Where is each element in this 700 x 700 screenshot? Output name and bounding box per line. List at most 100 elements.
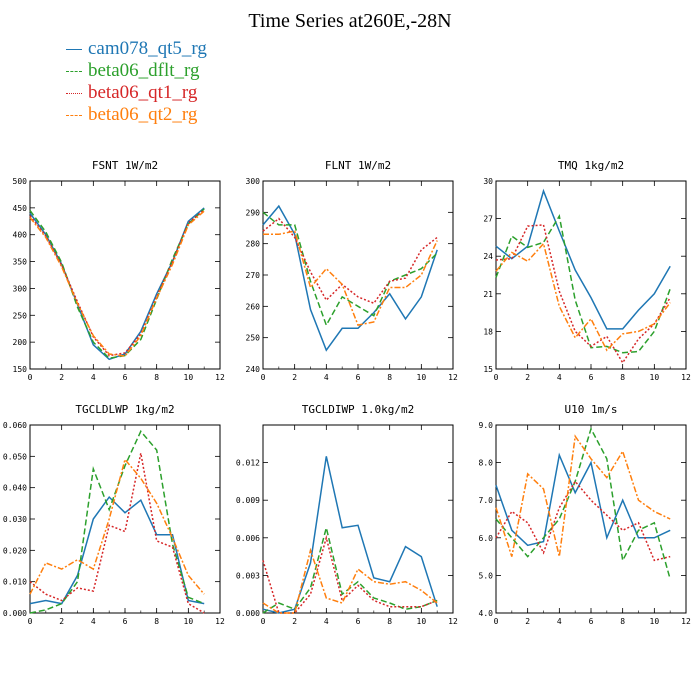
x-tick-label: 0 (261, 617, 266, 626)
x-tick-label: 6 (123, 617, 128, 626)
y-tick-label: 300 (13, 284, 28, 293)
series-line (262, 527, 438, 614)
chart-title: TGCLDIWP 1.0kg/m2 (302, 403, 415, 416)
x-tick-label: 10 (184, 373, 194, 382)
page-title: Time Series at260E,-28N (248, 10, 452, 32)
series-line (263, 230, 438, 326)
legend-label: beta06_qt2_rg (88, 104, 198, 125)
x-tick-label: 6 (356, 617, 361, 626)
x-tick-label: 8 (387, 373, 392, 382)
x-tick-label: 12 (448, 617, 458, 626)
x-tick-label: 12 (681, 373, 691, 382)
y-tick-label: 0.012 (236, 459, 260, 468)
x-tick-label: 8 (154, 617, 159, 626)
y-tick-label: 4.0 (479, 609, 494, 618)
y-tick-label: 27 (483, 215, 493, 224)
y-tick-label: 150 (13, 365, 28, 374)
chart-panel: U10 1m/s 0 2 4 6 8 10 12 4.0 5.0 6.0 7.0 8.0 9.0 (479, 403, 691, 626)
x-tick-label: 6 (123, 373, 128, 382)
plot-frame (495, 180, 687, 370)
y-tick-label: 500 (13, 177, 28, 186)
chart-title: FSNT 1W/m2 (92, 159, 158, 172)
x-tick-label: 10 (417, 617, 427, 626)
legend-item: cam078_qt5_rg (66, 38, 207, 60)
y-tick-label: 9.0 (479, 421, 494, 430)
x-tick-label: 2 (525, 373, 530, 382)
y-tick-label: 30 (483, 177, 493, 186)
series-line (262, 217, 438, 305)
series-line (262, 211, 438, 327)
legend-label: beta06_dflt_rg (88, 60, 200, 81)
legend: cam078_qt5_rg beta06_dflt_rg beta06_qt1_… (66, 38, 207, 126)
y-tick-label: 280 (246, 240, 261, 249)
y-tick-label: 0.020 (3, 546, 27, 555)
y-tick-label: 200 (13, 338, 28, 347)
chart-title: U10 1m/s (565, 403, 618, 416)
chart-title: FLNT 1W/m2 (325, 159, 391, 172)
y-tick-label: 0.060 (3, 421, 27, 430)
legend-label: cam078_qt5_rg (88, 38, 207, 59)
y-tick-label: 0.050 (3, 452, 27, 461)
y-tick-label: 8.0 (479, 459, 494, 468)
x-tick-label: 12 (448, 373, 458, 382)
plot-frame (29, 180, 221, 370)
x-tick-label: 0 (494, 617, 499, 626)
legend-item: beta06_qt1_rg (66, 82, 207, 104)
series-line (262, 456, 438, 614)
x-tick-label: 10 (650, 617, 660, 626)
y-tick-label: 0.006 (236, 534, 260, 543)
chart-title: TGCLDLWP 1kg/m2 (75, 403, 174, 416)
legend-swatch (66, 114, 82, 116)
x-tick-label: 0 (261, 373, 266, 382)
y-tick-label: 250 (246, 334, 261, 343)
series-line (29, 453, 205, 614)
series-line (495, 188, 671, 330)
legend-label: beta06_qt1_rg (88, 82, 198, 103)
x-tick-label: 2 (59, 373, 64, 382)
x-tick-label: 6 (589, 373, 594, 382)
x-tick-label: 4 (324, 373, 329, 382)
legend-swatch (66, 92, 82, 94)
chart-panel: TGCLDLWP 1kg/m2 0 2 4 6 8 10 12 0.000 0.010 0.020 0… (3, 403, 225, 626)
series-line (29, 207, 205, 361)
y-tick-label: 270 (246, 271, 261, 280)
y-tick-label: 240 (246, 365, 261, 374)
y-tick-label: 5.0 (479, 571, 494, 580)
series-line (495, 434, 671, 557)
y-tick-label: 0.040 (3, 484, 27, 493)
chart-panel: FLNT 1W/m2 0 2 4 6 8 10 12 240 250 260 270 280 290 300 (246, 159, 458, 382)
series-line (29, 457, 205, 595)
x-tick-label: 4 (324, 617, 329, 626)
x-tick-label: 4 (557, 617, 562, 626)
y-tick-label: 21 (483, 290, 493, 299)
series-line (495, 426, 671, 580)
series-line (495, 224, 671, 365)
series-line (29, 209, 205, 357)
y-tick-label: 0.030 (3, 515, 27, 524)
plot-frame (495, 424, 687, 614)
y-tick-label: 0.010 (3, 578, 27, 587)
x-tick-label: 12 (215, 617, 225, 626)
y-tick-label: 0.000 (3, 609, 27, 618)
series-line (495, 452, 671, 547)
x-tick-label: 2 (59, 617, 64, 626)
plot-frame (29, 424, 221, 614)
legend-swatch (66, 70, 82, 72)
y-tick-label: 400 (13, 231, 28, 240)
y-tick-label: 15 (483, 365, 493, 374)
series-line (29, 210, 205, 357)
x-tick-label: 10 (650, 373, 660, 382)
legend-item: beta06_dflt_rg (66, 60, 207, 82)
x-tick-label: 6 (589, 617, 594, 626)
y-tick-label: 0.009 (236, 496, 260, 505)
x-tick-label: 0 (494, 373, 499, 382)
x-tick-label: 8 (387, 617, 392, 626)
chart-title: TMQ 1kg/m2 (558, 159, 624, 172)
x-tick-label: 6 (356, 373, 361, 382)
series-line (29, 208, 205, 360)
x-tick-label: 8 (620, 373, 625, 382)
x-tick-label: 8 (154, 373, 159, 382)
series-line (29, 429, 205, 614)
y-tick-label: 18 (483, 327, 493, 336)
y-tick-label: 0.000 (236, 609, 260, 618)
